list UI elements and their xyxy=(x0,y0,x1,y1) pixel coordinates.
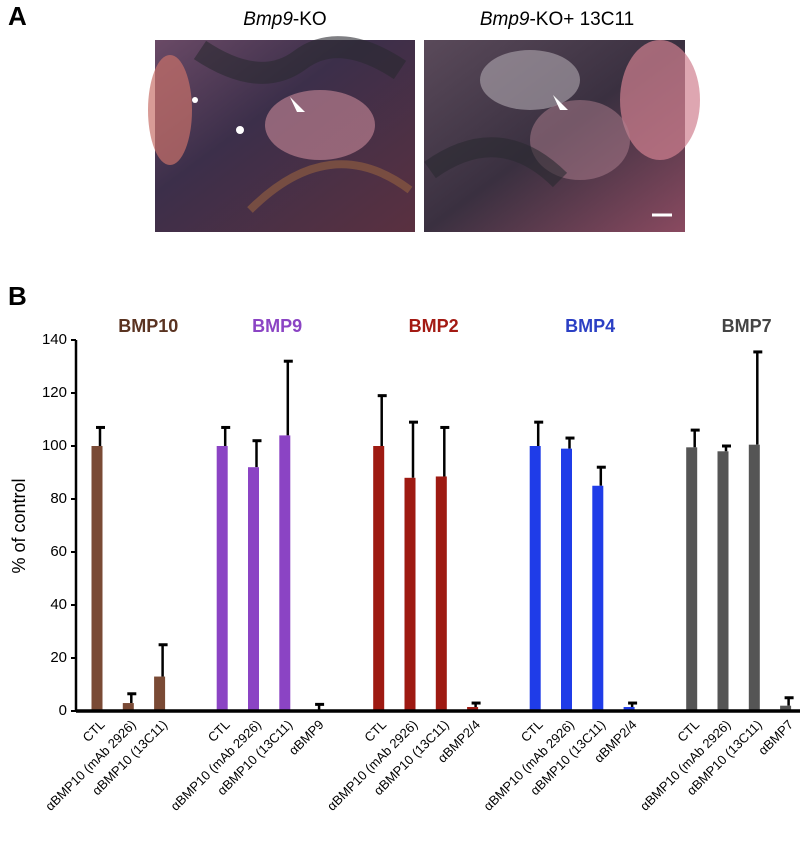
bar xyxy=(404,477,416,711)
bar xyxy=(623,707,635,711)
y-tick-label: 120 xyxy=(42,384,67,401)
y-tick-label: 0 xyxy=(59,702,67,719)
bar xyxy=(154,676,166,711)
x-tick-label: αBMP9 xyxy=(286,717,327,758)
condition: -KO+ 13C11 xyxy=(529,9,634,30)
gene-name: Bmp9 xyxy=(243,9,293,30)
group-title: BMP4 xyxy=(565,316,615,336)
y-tick-label: 20 xyxy=(50,649,67,666)
group-title: BMP2 xyxy=(409,316,459,336)
bar xyxy=(467,707,479,711)
bar xyxy=(279,435,291,711)
gene-name: Bmp9 xyxy=(480,9,530,30)
image-title: Bmp9-KO xyxy=(243,9,326,30)
bar xyxy=(748,444,760,711)
x-tick-label: αBMP7 xyxy=(755,717,796,758)
panel-label: A xyxy=(8,1,27,31)
y-tick-label: 100 xyxy=(42,437,67,454)
bar xyxy=(592,485,604,711)
bar xyxy=(248,467,259,711)
bar xyxy=(780,705,792,711)
bar xyxy=(686,447,698,711)
group-title: BMP10 xyxy=(118,316,178,336)
group-title: BMP9 xyxy=(252,316,302,336)
image-title: Bmp9-KO+ 13C11 xyxy=(480,9,634,30)
bar xyxy=(216,446,228,711)
group-title: BMP7 xyxy=(722,316,772,336)
bar xyxy=(561,448,572,711)
photo xyxy=(424,40,700,232)
y-tick-label: 80 xyxy=(50,490,67,507)
bar xyxy=(529,446,541,711)
condition: -KO xyxy=(293,9,327,30)
bar xyxy=(122,703,134,711)
photo xyxy=(148,36,415,232)
bar xyxy=(91,446,103,711)
y-axis-label: % of control xyxy=(9,478,29,573)
panel-label: B xyxy=(8,281,27,311)
bar xyxy=(435,476,447,711)
y-tick-label: 60 xyxy=(50,543,67,560)
bar xyxy=(717,451,729,711)
y-tick-label: 140 xyxy=(42,331,67,348)
y-tick-label: 40 xyxy=(50,596,67,613)
bar xyxy=(373,446,385,711)
